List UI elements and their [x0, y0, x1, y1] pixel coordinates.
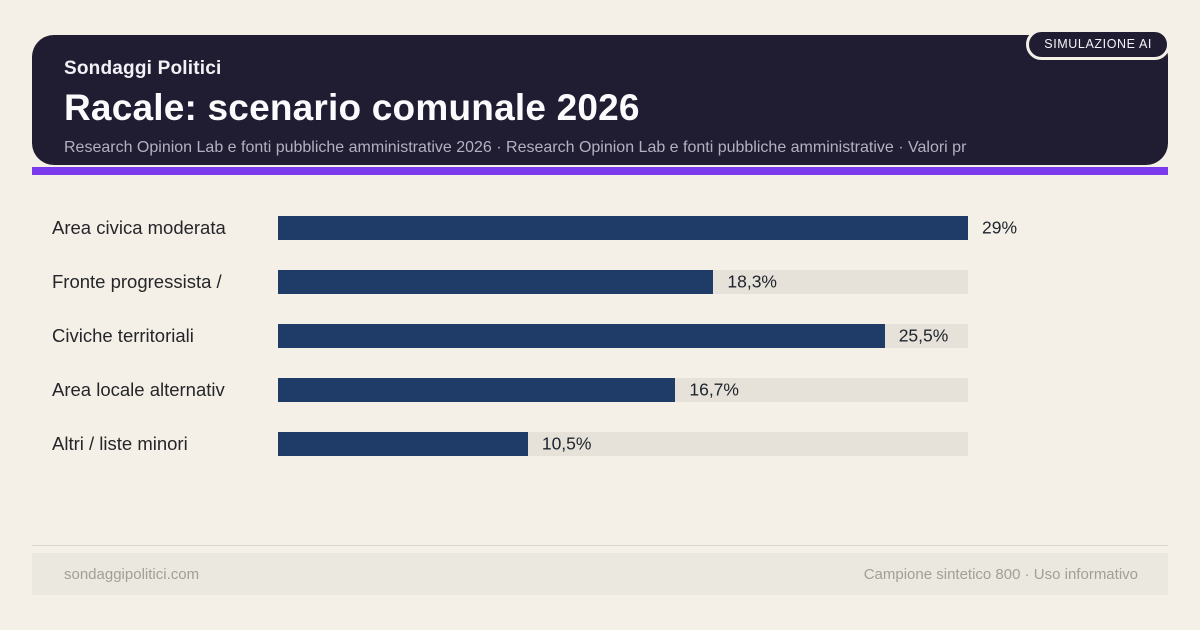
chart-row: Area civica moderata 29%: [52, 201, 1200, 255]
chart-row: Altri / liste minori 10,5%: [52, 417, 1200, 471]
bar-track: 25,5%: [278, 324, 968, 348]
bar-chart: Area civica moderata 29% Fronte progressis…: [0, 201, 1200, 471]
bar-fill: [278, 216, 968, 240]
bar-value: 25,5%: [898, 325, 949, 346]
bar-value: 18,3%: [727, 271, 777, 292]
bar-label: Civiche territoriali: [52, 325, 194, 346]
bar-fill: [278, 324, 885, 348]
bar-track: 29%: [278, 216, 1017, 240]
bar-fill: [278, 378, 676, 402]
header-kicker: Sondaggi Politici: [64, 58, 222, 79]
chart-row: Fronte progressista / 18,3%: [52, 255, 1200, 309]
bar-track: 18,3%: [278, 270, 968, 294]
bar-value: 29%: [982, 217, 1018, 238]
bar-label: Area locale alternativ: [52, 379, 225, 400]
bar-label: Area civica moderata: [52, 217, 226, 238]
footer: sondaggipolitici.com Campione sintetico …: [32, 553, 1168, 595]
bar-fill: [278, 432, 528, 456]
accent-strip: [32, 167, 1168, 175]
chart-row: Civiche territoriali 25,5%: [52, 309, 1200, 363]
bar-track: 10,5%: [278, 432, 968, 456]
footer-note: Campione sintetico 800 · Uso informativo: [863, 565, 1138, 583]
header-subtitle: Research Opinion Lab e fonti pubbliche a…: [64, 139, 967, 156]
page-title: Racale: scenario comunale 2026: [64, 87, 640, 128]
bar-label: Altri / liste minori: [52, 433, 188, 454]
bar-fill: [278, 270, 714, 294]
chart-rows: Area civica moderata 29% Fronte progressis…: [52, 201, 1200, 471]
bar-value: 10,5%: [541, 433, 592, 454]
chart-row: Area locale alternativ 16,7%: [52, 363, 1200, 417]
bar-label: Fronte progressista /: [52, 271, 222, 292]
bar-value: 16,7%: [689, 379, 739, 400]
footer-site: sondaggipolitici.com: [64, 565, 200, 583]
bar-track: 16,7%: [278, 378, 968, 402]
header-card: Sondaggi Politici Racale: scenario comun…: [32, 35, 1168, 165]
footer-divider: [32, 545, 1168, 546]
simulation-badge: SIMULAZIONE AI: [1026, 29, 1170, 60]
